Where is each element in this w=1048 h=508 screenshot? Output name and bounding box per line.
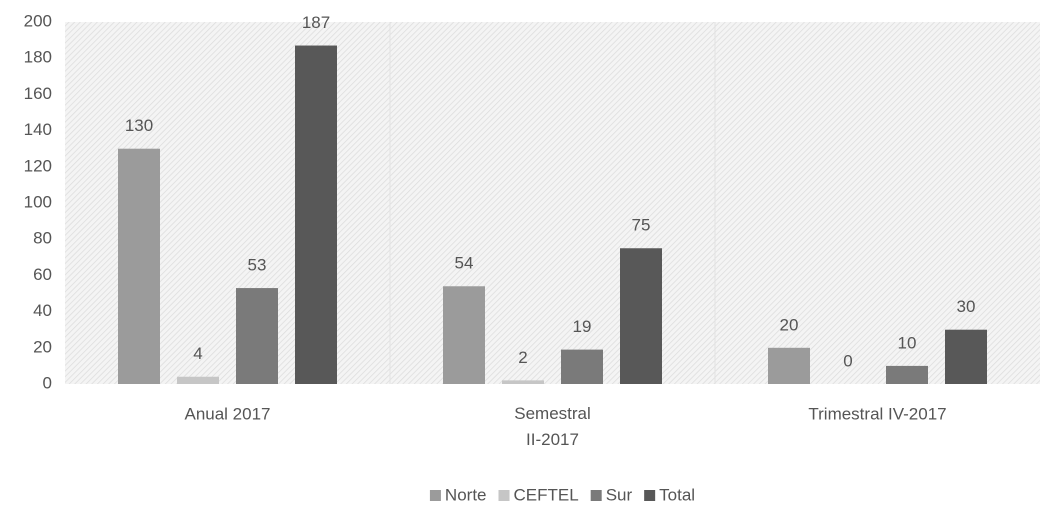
y-tick-label: 0 xyxy=(43,373,52,392)
bar xyxy=(620,248,662,384)
y-tick-label: 100 xyxy=(24,192,52,211)
legend-label: Total xyxy=(659,485,695,504)
value-label: 19 xyxy=(573,317,592,336)
bar xyxy=(236,288,278,384)
bar xyxy=(886,365,928,384)
bar xyxy=(502,380,544,384)
value-label: 30 xyxy=(957,297,976,316)
y-tick-label: 200 xyxy=(24,11,52,30)
legend-label: CEFTEL xyxy=(514,485,579,504)
value-label: 0 xyxy=(843,351,852,370)
legend-swatch xyxy=(644,490,656,501)
value-label: 130 xyxy=(125,116,153,135)
y-tick-label: 40 xyxy=(33,301,52,320)
value-label: 54 xyxy=(455,254,474,273)
legend-label: Sur xyxy=(606,485,633,504)
bar xyxy=(177,376,219,384)
legend-swatch xyxy=(498,490,510,501)
value-label: 187 xyxy=(302,13,330,32)
value-label: 20 xyxy=(780,315,799,334)
value-label: 2 xyxy=(518,348,527,367)
y-tick-label: 120 xyxy=(24,156,52,175)
value-label: 10 xyxy=(898,333,917,352)
value-label: 75 xyxy=(632,216,651,235)
x-tick-label: Anual 2017 xyxy=(184,404,270,423)
x-tick-label: Trimestral IV-2017 xyxy=(808,404,946,423)
legend: Norte CEFTEL Sur Total xyxy=(429,485,695,504)
y-tick-label: 20 xyxy=(33,337,52,356)
legend-swatch xyxy=(590,490,602,501)
bar xyxy=(945,329,987,384)
y-tick-label: 160 xyxy=(24,84,52,103)
value-label: 4 xyxy=(193,344,202,363)
bar xyxy=(295,45,337,384)
y-tick-label: 80 xyxy=(33,229,52,248)
y-tick-label: 60 xyxy=(33,265,52,284)
bar xyxy=(561,349,603,384)
bar xyxy=(443,286,485,384)
legend-label: Norte xyxy=(445,485,487,504)
y-tick-label: 140 xyxy=(24,120,52,139)
x-tick-label: Semestral II-2017 xyxy=(514,404,591,449)
value-label: 53 xyxy=(248,256,267,275)
bar xyxy=(118,148,160,384)
bar xyxy=(768,347,810,384)
plot-area xyxy=(65,22,1040,384)
legend-swatch xyxy=(429,490,441,501)
y-tick-label: 180 xyxy=(24,48,52,67)
